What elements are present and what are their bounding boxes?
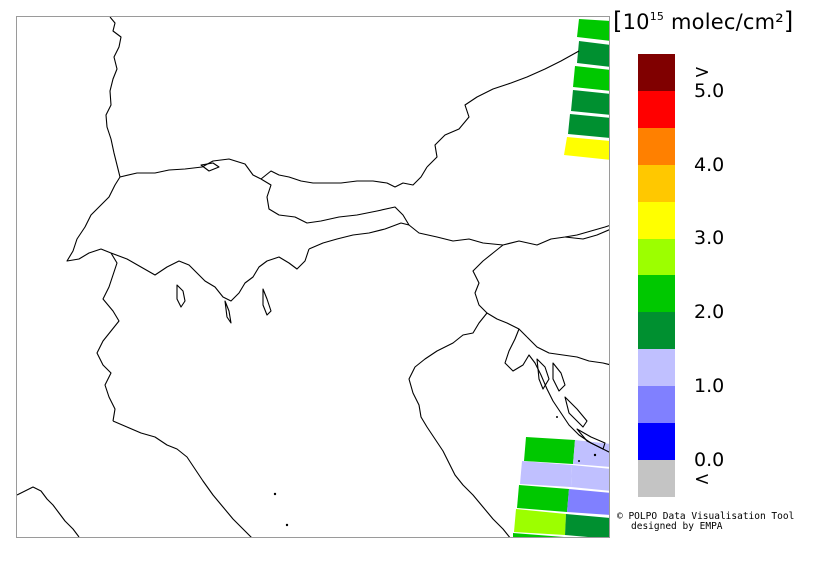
islands — [273, 416, 597, 527]
colorbar-tick-label: 1.0 — [694, 375, 725, 398]
credits-line-1: © POLPO Data Visualisation Tool — [617, 511, 795, 522]
unit-bracket-open: [ — [613, 7, 623, 35]
colorbar-swatch — [638, 460, 675, 498]
unit-text: molec/cm² — [671, 10, 784, 34]
credits: © POLPO Data Visualisation Tool designed… — [617, 512, 809, 532]
colorbar-tick-label: < — [694, 467, 710, 490]
colorbar-swatch — [638, 201, 675, 239]
colorbar-tick-label: 3.0 — [694, 227, 725, 250]
data-pixels-north — [564, 19, 609, 160]
colorbar-tick-label: 0.0 — [694, 449, 725, 472]
colorbar-swatch — [638, 423, 675, 461]
unit-exponent: 15 — [649, 10, 665, 23]
colorbar-unit-label: [1015 molec/cm²] — [613, 7, 809, 35]
colorbar-swatch — [638, 349, 675, 387]
country-borders — [17, 17, 609, 537]
colorbar-swatch — [638, 90, 675, 128]
colorbar-swatch — [638, 238, 675, 276]
colorbar-swatch — [638, 164, 675, 202]
unit-bracket-close: ] — [783, 7, 794, 35]
colorbar-tick-label: 4.0 — [694, 153, 725, 176]
colorbar-tick-label: 2.0 — [694, 301, 725, 324]
data-pixels-south — [513, 437, 609, 537]
colorbar-legend: <0.0 1.0 2.0 3.0 4.0 5.0 > — [638, 52, 788, 498]
colorbar-tick-label: > — [694, 61, 710, 84]
map-canvas — [17, 17, 609, 537]
colorbar-swatch — [638, 386, 675, 424]
credits-line-2: designed by EMPA — [631, 521, 723, 532]
colorbar-swatch — [638, 312, 675, 350]
colorbar-tick-label: 5.0 — [694, 79, 725, 102]
colorbar-swatch — [638, 275, 675, 313]
colorbar-swatch — [638, 127, 675, 165]
map-panel[interactable] — [16, 16, 610, 538]
colorbar-swatch — [638, 53, 675, 91]
unit-prefix: 10 — [622, 10, 650, 34]
